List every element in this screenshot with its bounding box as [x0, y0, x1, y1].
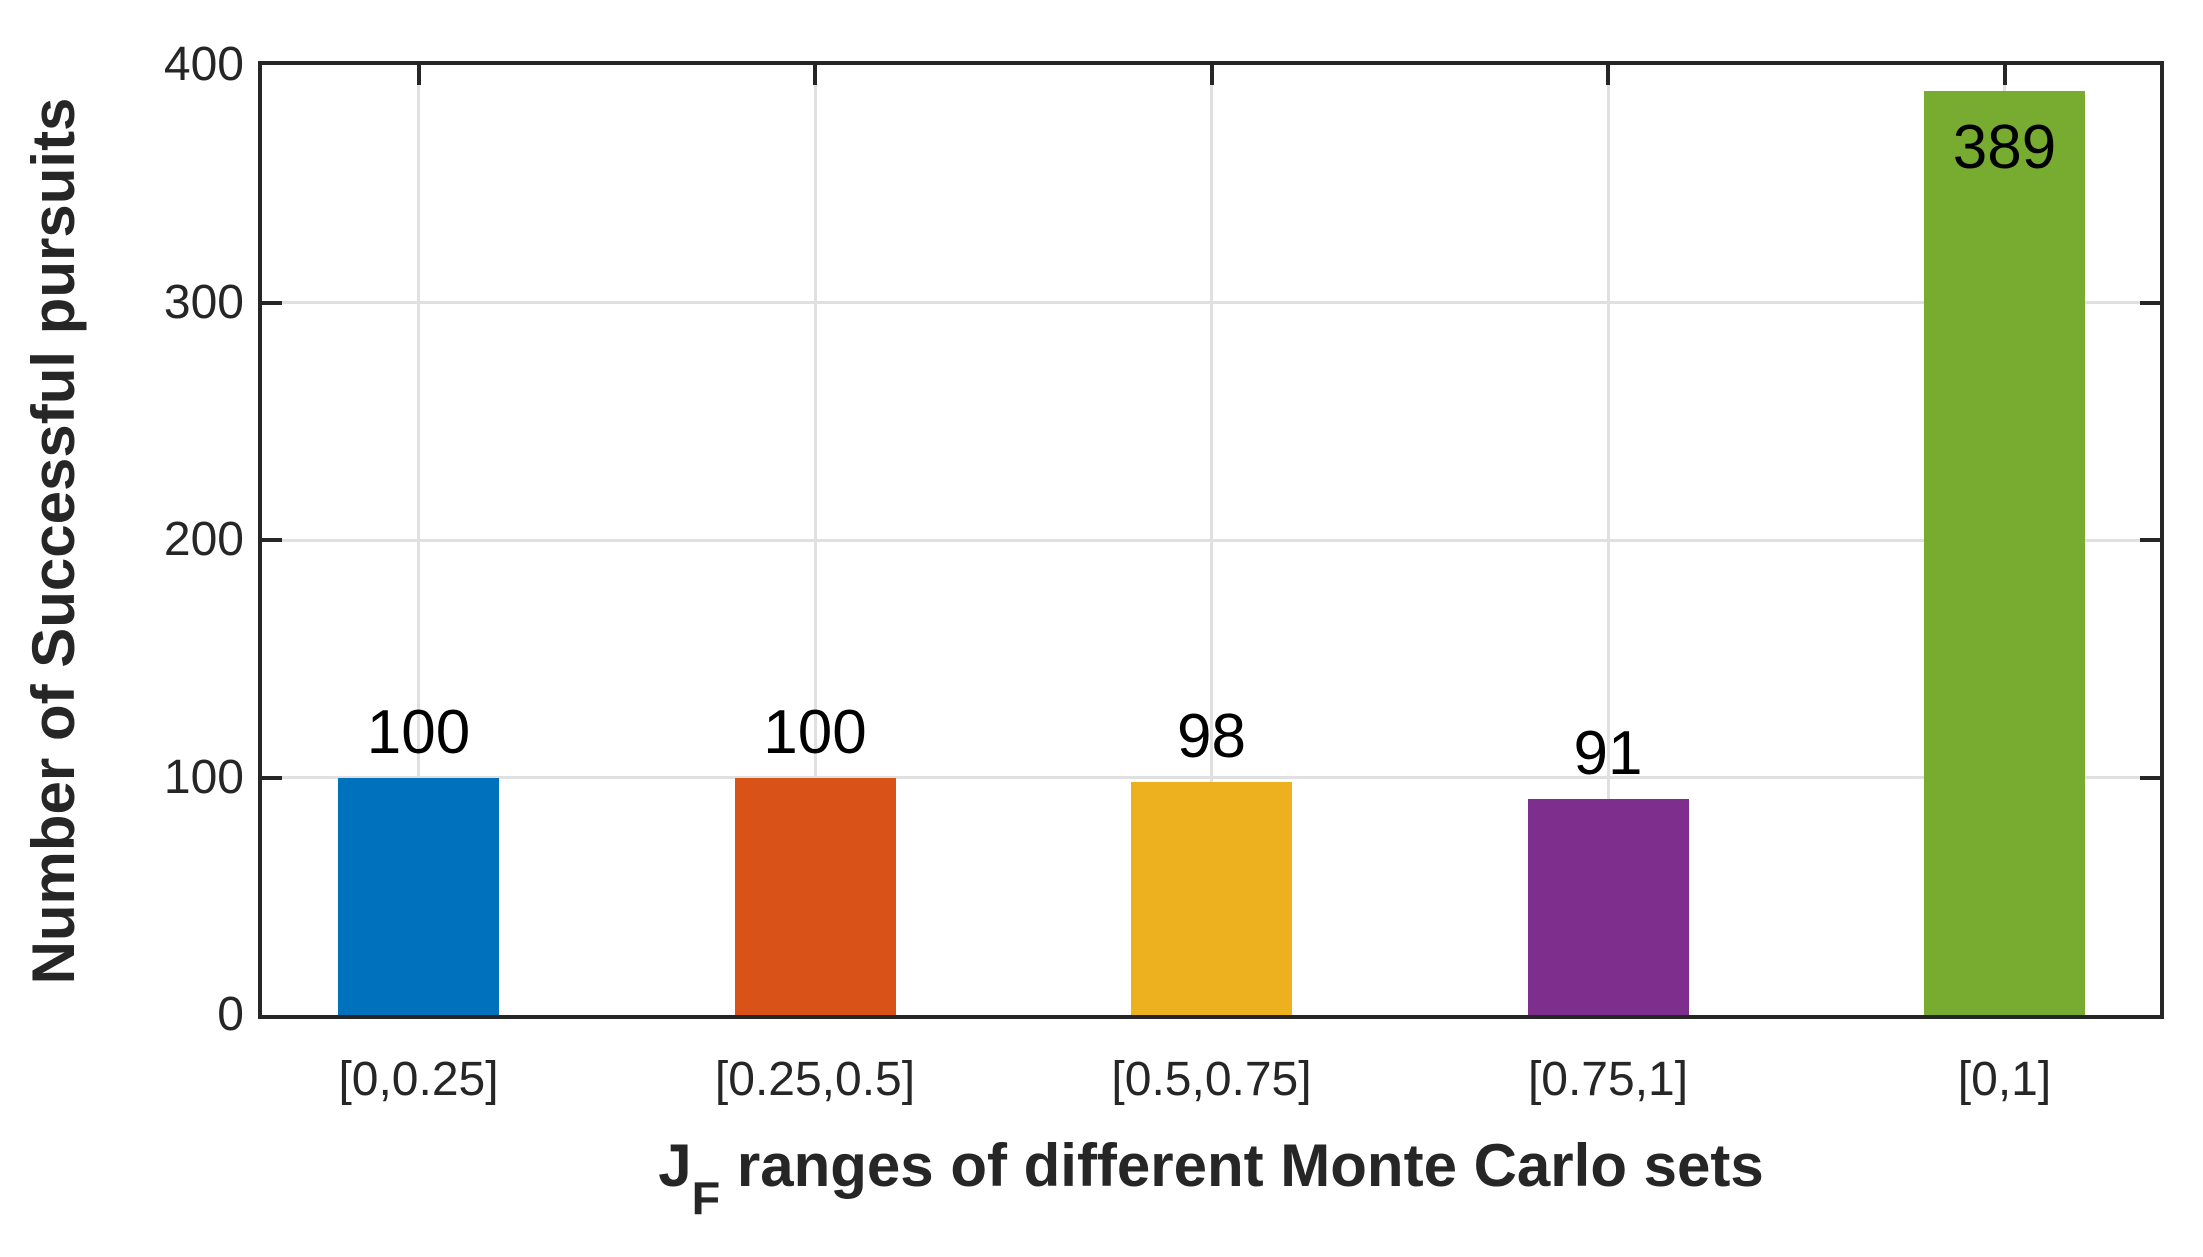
bar — [1924, 91, 2085, 1015]
x-axis-tick-top — [1606, 65, 1610, 85]
y-axis-tick — [262, 775, 282, 780]
plot-area: 100 100 98 91 389 — [258, 61, 2164, 1019]
x-tick-label: [0,0.25] — [338, 1053, 499, 1106]
y-axis-tick — [262, 300, 282, 305]
bar — [1527, 798, 1689, 1015]
bar — [734, 777, 896, 1015]
vertical-gridline — [417, 65, 420, 1015]
bar — [338, 777, 499, 1015]
y-tick-label: 400 — [163, 38, 244, 91]
x-tick-label: [0.25,0.5] — [714, 1053, 916, 1106]
bar-value-label: 100 — [366, 697, 471, 767]
y-tick-label: 200 — [163, 513, 244, 566]
x-tick-label: [0.75,1] — [1527, 1053, 1689, 1106]
bar-value-label: 100 — [763, 697, 867, 767]
y-axis-tick-right — [2140, 300, 2160, 305]
vertical-gridline — [1210, 65, 1213, 1015]
x-axis-tick-top — [813, 65, 817, 85]
y-tick-label: 0 — [217, 988, 244, 1041]
bar-value-label: 389 — [1952, 113, 2057, 183]
y-tick-label: 300 — [163, 275, 244, 329]
x-tick-label: [0,1] — [1957, 1053, 2052, 1106]
x-axis-label: JF ranges of different Monte Carlo sets — [658, 1136, 1763, 1222]
x-tick-label: [0.5,0.75] — [1111, 1053, 1312, 1106]
x-axis-label-main: J — [658, 1132, 692, 1199]
x-axis-label-subscript: F — [691, 1172, 721, 1225]
x-axis-label-rest: ranges of different Monte Carlo sets — [720, 1132, 1764, 1199]
x-axis-tick-top — [416, 65, 421, 85]
y-axis-tick — [262, 538, 282, 542]
y-tick-label: 100 — [163, 750, 244, 804]
x-axis-tick-top — [2002, 65, 2007, 85]
x-axis-tick-top — [1209, 65, 1214, 85]
bar-value-label: 91 — [1573, 718, 1643, 788]
bar — [1131, 782, 1292, 1015]
bar-value-label: 98 — [1177, 702, 1246, 772]
y-axis-tick-right — [2140, 775, 2160, 780]
y-axis-tick-right — [2140, 538, 2160, 542]
vertical-gridline — [813, 65, 817, 1015]
vertical-gridline — [1606, 65, 1610, 1015]
